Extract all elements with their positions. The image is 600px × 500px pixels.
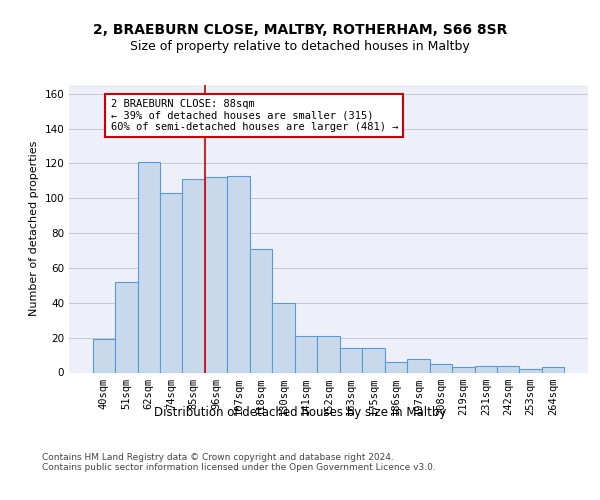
Bar xyxy=(542,368,565,372)
Bar xyxy=(250,249,272,372)
Bar xyxy=(182,179,205,372)
Bar xyxy=(205,178,227,372)
Bar xyxy=(295,336,317,372)
Bar xyxy=(340,348,362,372)
Bar xyxy=(160,193,182,372)
Bar xyxy=(452,368,475,372)
Bar xyxy=(385,362,407,372)
Bar xyxy=(227,176,250,372)
Bar xyxy=(92,340,115,372)
Bar xyxy=(317,336,340,372)
Text: Size of property relative to detached houses in Maltby: Size of property relative to detached ho… xyxy=(130,40,470,53)
Bar xyxy=(520,369,542,372)
Bar xyxy=(475,366,497,372)
Bar xyxy=(497,366,520,372)
Text: 2 BRAEBURN CLOSE: 88sqm
← 39% of detached houses are smaller (315)
60% of semi-d: 2 BRAEBURN CLOSE: 88sqm ← 39% of detache… xyxy=(110,99,398,132)
Bar xyxy=(272,303,295,372)
Text: Distribution of detached houses by size in Maltby: Distribution of detached houses by size … xyxy=(154,406,446,419)
Y-axis label: Number of detached properties: Number of detached properties xyxy=(29,141,39,316)
Text: 2, BRAEBURN CLOSE, MALTBY, ROTHERHAM, S66 8SR: 2, BRAEBURN CLOSE, MALTBY, ROTHERHAM, S6… xyxy=(93,22,507,36)
Bar xyxy=(362,348,385,372)
Bar xyxy=(407,358,430,372)
Text: Contains HM Land Registry data © Crown copyright and database right 2024.
Contai: Contains HM Land Registry data © Crown c… xyxy=(42,453,436,472)
Bar xyxy=(137,162,160,372)
Bar xyxy=(430,364,452,372)
Bar xyxy=(115,282,137,372)
